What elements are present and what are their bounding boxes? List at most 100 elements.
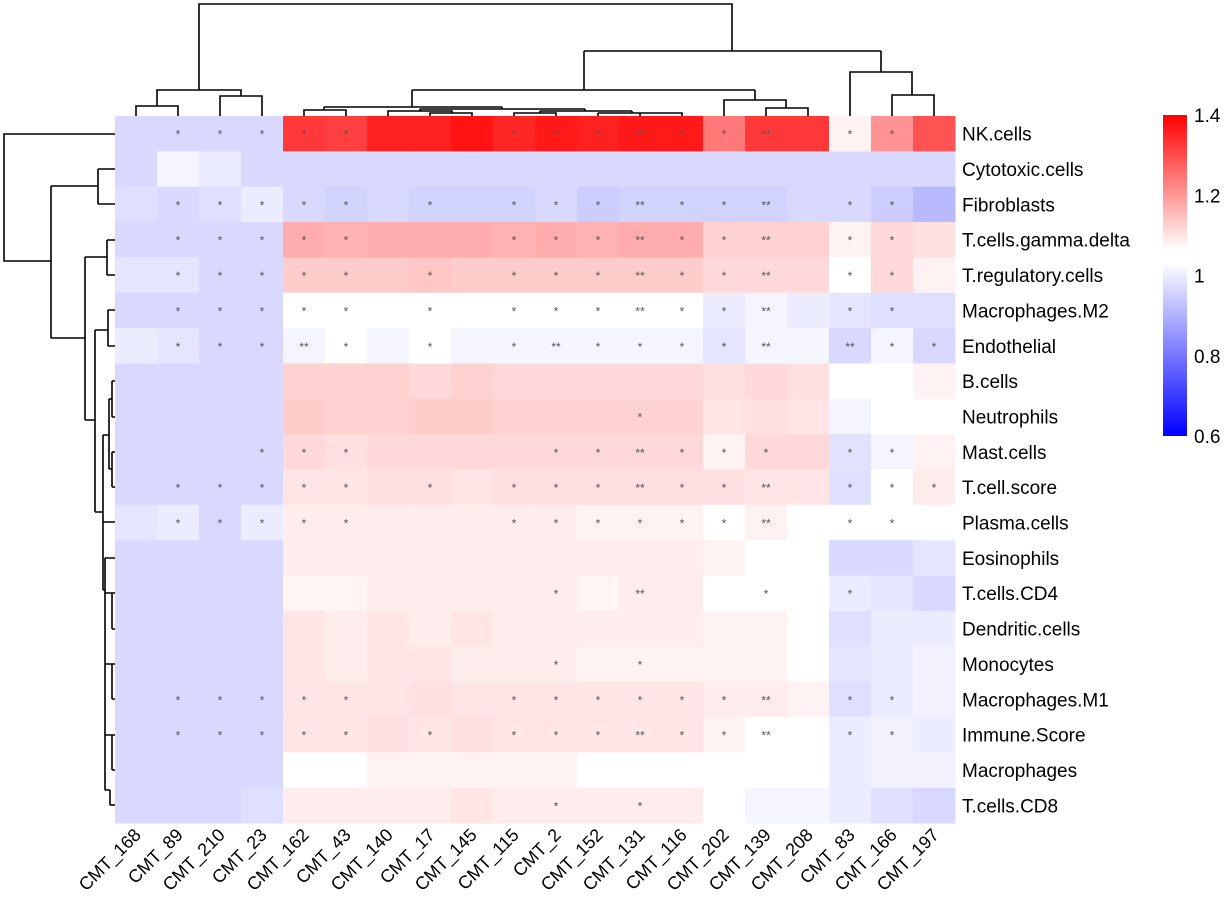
heatmap-cell — [325, 222, 368, 258]
significance-star: * — [596, 446, 601, 460]
significance-star: * — [638, 799, 643, 813]
heatmap-cell — [493, 469, 536, 506]
heatmap-cell — [661, 328, 704, 364]
heatmap-cell — [535, 575, 578, 612]
heatmap-cell — [787, 151, 830, 188]
row-label: Macrophages.M1 — [962, 690, 1109, 711]
significance-star: * — [680, 304, 685, 318]
heatmap-cell — [871, 681, 914, 718]
heatmap-cell — [367, 222, 410, 258]
significance-star: ** — [551, 340, 561, 354]
significance-star: * — [848, 517, 853, 531]
heatmap-cell — [745, 752, 788, 789]
significance-star: * — [512, 517, 517, 531]
significance-star: * — [428, 340, 433, 354]
significance-star: * — [722, 693, 727, 707]
heatmap-cell — [283, 398, 326, 435]
heatmap-cell — [661, 151, 704, 188]
heatmap-cell — [241, 610, 284, 647]
heatmap-cell — [157, 681, 200, 718]
heatmap-cell — [115, 328, 158, 364]
significance-star: * — [890, 729, 895, 743]
heatmap-cell — [577, 716, 620, 753]
significance-star: * — [848, 198, 853, 212]
heatmap-cell — [493, 434, 536, 470]
heatmap-cell — [115, 186, 158, 223]
significance-star: ** — [761, 234, 771, 248]
significance-star: * — [260, 693, 265, 707]
heatmap-cell — [535, 469, 578, 506]
heatmap-cell — [871, 575, 914, 612]
heatmap-cell — [619, 186, 662, 223]
row-label: T.regulatory.cells — [962, 266, 1103, 287]
heatmap-cell — [745, 398, 788, 435]
significance-star: * — [596, 269, 601, 283]
heatmap-cell — [829, 610, 872, 647]
significance-star: * — [176, 481, 181, 495]
heatmap-cell — [871, 257, 914, 294]
heatmap-cell — [283, 610, 326, 647]
heatmap-cell — [367, 610, 410, 647]
significance-star: ** — [761, 729, 771, 743]
significance-star: * — [638, 517, 643, 531]
significance-star: * — [554, 128, 559, 142]
heatmap-cell — [325, 151, 368, 188]
heatmap-cell — [451, 328, 494, 364]
significance-star: * — [176, 128, 181, 142]
heatmap-cell — [703, 610, 746, 647]
significance-star: * — [848, 729, 853, 743]
heatmap-cell — [367, 504, 410, 541]
heatmap-cell — [199, 257, 242, 294]
heatmap-cell — [115, 504, 158, 541]
heatmap-cell — [703, 363, 746, 400]
heatmap-cell — [661, 469, 704, 506]
heatmap-cell — [913, 681, 956, 718]
heatmap-cell — [577, 328, 620, 364]
heatmap-cell — [199, 222, 242, 258]
significance-star: * — [344, 234, 349, 248]
row-label: Mast.cells — [962, 443, 1046, 464]
significance-star: * — [218, 269, 223, 283]
heatmap-cell — [745, 610, 788, 647]
heatmap-cell — [283, 257, 326, 294]
heatmap-cell — [619, 469, 662, 506]
significance-star: * — [260, 128, 265, 142]
heatmap-cell — [199, 151, 242, 188]
heatmap-cell — [661, 363, 704, 400]
heatmap-cell — [535, 610, 578, 647]
row-label: T.cells.CD4 — [962, 584, 1059, 605]
heatmap-cell — [241, 292, 284, 329]
significance-star: * — [260, 304, 265, 318]
significance-star: ** — [635, 446, 645, 460]
heatmap-cell — [199, 434, 242, 470]
heatmap-cell — [829, 716, 872, 753]
heatmap-cell — [829, 222, 872, 258]
heatmap-cell — [493, 787, 536, 824]
significance-star: * — [890, 198, 895, 212]
heatmap-cell — [703, 257, 746, 294]
heatmap-cell — [283, 116, 326, 152]
heatmap-cell — [115, 787, 158, 824]
significance-star: * — [512, 234, 517, 248]
significance-star: * — [722, 304, 727, 318]
significance-star: * — [512, 304, 517, 318]
heatmap-cell — [871, 151, 914, 188]
significance-star: * — [176, 234, 181, 248]
heatmap-cell — [787, 610, 830, 647]
heatmap-cell — [829, 469, 872, 506]
heatmap-cell — [157, 646, 200, 683]
heatmap-cell — [619, 292, 662, 329]
significance-star: * — [554, 587, 559, 601]
significance-star: * — [176, 340, 181, 354]
significance-star: * — [512, 693, 517, 707]
heatmap-cell — [199, 186, 242, 223]
significance-star: * — [512, 198, 517, 212]
significance-star: * — [218, 517, 223, 531]
heatmap-cell — [913, 363, 956, 400]
heatmap-cell — [577, 681, 620, 718]
significance-star: * — [554, 269, 559, 283]
heatmap-cell — [829, 363, 872, 400]
heatmap-cell — [577, 540, 620, 577]
significance-star: ** — [635, 729, 645, 743]
significance-star: * — [512, 481, 517, 495]
